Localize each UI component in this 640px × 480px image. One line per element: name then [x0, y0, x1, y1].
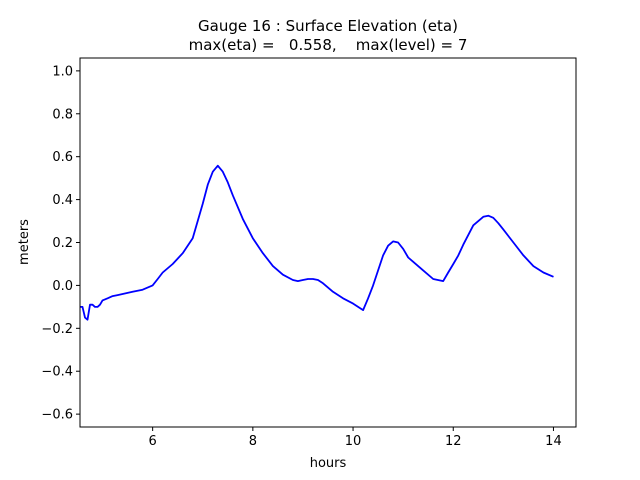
y-tick-label: 0.8 [52, 107, 73, 122]
y-tick-label: −0.4 [41, 365, 73, 380]
y-tick-label: 0.4 [52, 193, 73, 208]
y-axis-label: meters [17, 219, 32, 265]
chart-title-line-1: Gauge 16 : Surface Elevation (eta) [198, 17, 458, 35]
x-tick-label: 8 [249, 434, 257, 449]
y-tick-label: −0.2 [41, 322, 73, 337]
x-tick-label: 12 [445, 434, 462, 449]
series-layer [80, 164, 554, 321]
y-tick-label: 0.0 [52, 279, 73, 294]
x-tick-label: 6 [149, 434, 157, 449]
x-tick-label: 14 [545, 434, 562, 449]
x-tick-label: 10 [345, 434, 362, 449]
y-tick-label: −0.6 [41, 408, 73, 423]
y-tick-label: 0.2 [52, 236, 73, 251]
plot-frame [79, 57, 577, 428]
y-tick-label: 0.6 [52, 150, 73, 165]
axis-ticks: 6 8 10 12 14 −0.6 −0.4 −0.2 0.0 0.2 0.4 0.6 0.8 1.0 [41, 64, 561, 449]
y-tick-label: 1.0 [52, 64, 73, 79]
chart-title-line-2: max(eta) = 0.558, max(level) = 7 [189, 36, 468, 54]
x-axis-label: hours [310, 456, 347, 471]
series-line-0 [80, 164, 554, 321]
